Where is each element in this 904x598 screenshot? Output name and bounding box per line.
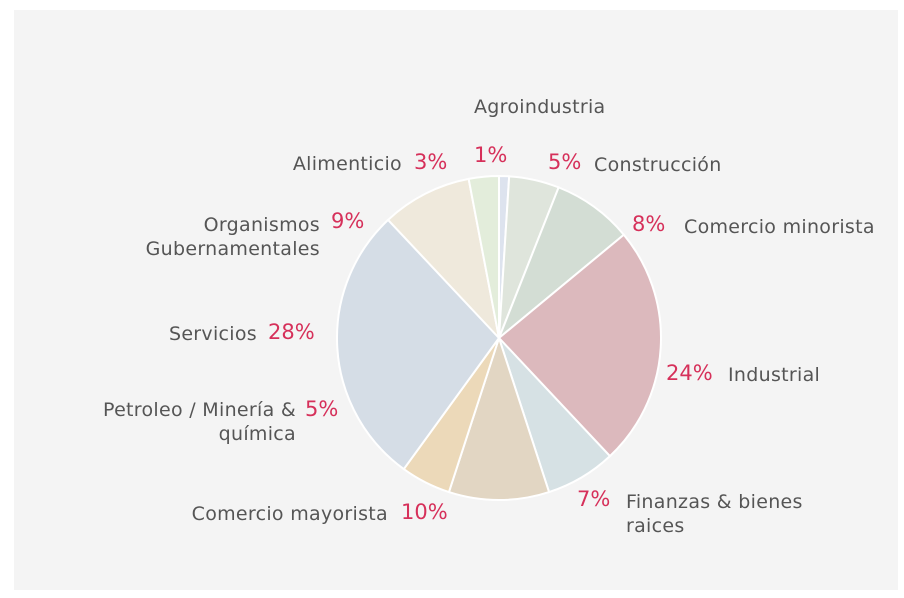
category-label: Industrial: [728, 364, 821, 386]
value-label: 3%: [414, 150, 448, 174]
category-label: Servicios: [168, 323, 257, 345]
value-label: 5%: [548, 150, 582, 174]
pie-slice: [336, 218, 501, 471]
value-label: 1%: [474, 143, 508, 167]
value-label: 7%: [577, 487, 611, 511]
value-label: 10%: [401, 500, 448, 524]
value-label: 24%: [666, 361, 713, 385]
category-label: Comercio mayorista: [191, 503, 388, 525]
pie-slice: [467, 174, 500, 339]
value-label: 5%: [305, 397, 339, 421]
category-label: Agroindustria: [474, 96, 606, 118]
value-label: 9%: [331, 209, 365, 233]
category-label: Organismos Gubernamentales: [145, 214, 320, 260]
category-label: Finanzas & bienes raices: [626, 491, 803, 537]
category-label: Construcción: [594, 154, 722, 176]
value-label: 28%: [268, 320, 315, 344]
category-label: Petroleo / Minería & química: [102, 399, 296, 445]
pie-slice: [447, 334, 551, 501]
category-label: Comercio minorista: [684, 216, 875, 238]
pie-slice: [497, 233, 662, 458]
value-label: 8%: [632, 212, 666, 236]
category-label: Alimenticio: [292, 153, 402, 175]
pie-slice: [386, 177, 501, 342]
